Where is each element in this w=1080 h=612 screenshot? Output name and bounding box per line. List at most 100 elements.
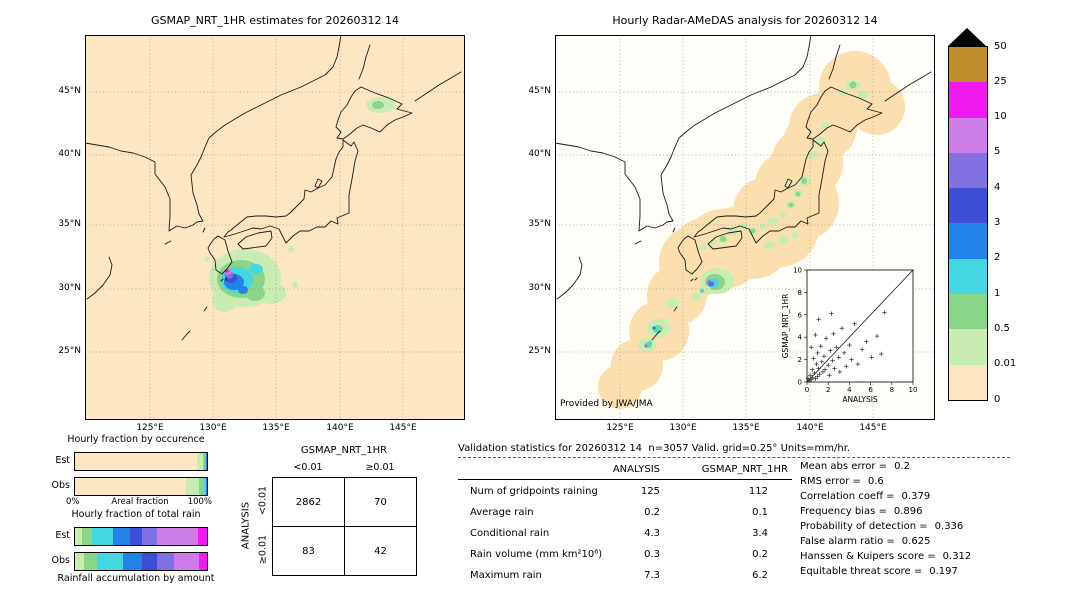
metric-label: Hanssen & Kuipers score =	[800, 551, 936, 562]
bar-row-label: Est	[55, 455, 70, 466]
stat-row-label: Average rain	[470, 507, 534, 518]
metric-row: Hanssen & Kuipers score = 0.312	[800, 551, 971, 562]
stat-value-gsmap: 0.1	[752, 507, 768, 518]
stat-row-label: Num of gridpoints raining	[470, 486, 598, 497]
total-rain-title: Hourly fraction of total rain	[71, 509, 201, 520]
left-map-title: GSMAP_NRT_1HR estimates for 20260312 14	[150, 14, 400, 27]
metric-value: 0.2	[894, 461, 910, 472]
stacked-bar	[74, 552, 208, 571]
colorbar-tick-label: 0	[994, 393, 1001, 405]
bar-segment	[75, 528, 82, 545]
metric-row: Probability of detection = 0.336	[800, 521, 963, 532]
radar-amedas-map: 00 2 2 4 4 6 6 8 8 10 10 ANALYSIS GSMAP_NRT_1HR	[555, 35, 935, 420]
stat-value-analysis: 4.3	[644, 528, 660, 539]
dashed-divider	[458, 457, 1010, 458]
lon-tick-label: 140°E	[326, 423, 354, 433]
stacked-bar	[74, 527, 208, 546]
svg-text:GSMAP_NRT_1HR: GSMAP_NRT_1HR	[781, 294, 790, 359]
bar-segment	[142, 528, 157, 545]
bar-segment	[122, 553, 143, 570]
areal-fraction-100: 100%	[187, 497, 212, 507]
lat-tick-label: 45°N	[58, 86, 81, 96]
svg-text:10: 10	[909, 386, 918, 394]
colorbar-segment	[949, 294, 987, 330]
metric-value: 0.197	[929, 566, 958, 577]
left-map-gridlines	[85, 35, 465, 420]
contingency-cell: 70	[344, 477, 417, 527]
metric-value: 0.625	[901, 536, 931, 547]
metric-value: 0.6	[867, 476, 884, 487]
contingency-col-label-ge: ≥0.01	[365, 462, 395, 473]
colorbar-tick-label: 25	[994, 75, 1007, 87]
svg-text:6: 6	[868, 386, 873, 394]
lon-tick-label: 125°E	[136, 423, 164, 433]
stat-value-gsmap: 3.4	[752, 528, 768, 539]
colorbar-segments	[948, 46, 988, 401]
colorbar-segment	[949, 47, 987, 83]
colorbar-segment	[949, 152, 987, 189]
bar-segment	[113, 528, 131, 545]
contingency-cell: 42	[344, 526, 417, 576]
stacked-bar	[74, 477, 208, 496]
stat-value-analysis: 0.3	[644, 549, 660, 560]
bar-segment	[203, 453, 205, 470]
metric-label: Probability of detection =	[800, 521, 928, 532]
lon-tick-label: 130°E	[669, 423, 697, 433]
metric-row: Equitable threat score = 0.197	[800, 566, 958, 577]
lat-tick-label: 35°N	[528, 219, 551, 229]
metric-row: False alarm ratio = 0.625	[800, 536, 930, 547]
bar-segment	[97, 553, 123, 570]
contingency-row-label-lt: <0.01	[257, 485, 269, 516]
colorbar-tick-label: 3	[994, 217, 1001, 228]
occurrence-title: Hourly fraction by occurence	[67, 434, 205, 445]
contingency-cell: 83	[272, 526, 345, 576]
svg-text:4: 4	[798, 334, 803, 342]
bar-segment	[92, 528, 114, 545]
colorbar-segment	[949, 258, 987, 295]
stat-value-analysis: 7.3	[644, 570, 660, 581]
right-map-precipitation-blobs	[638, 80, 868, 352]
lat-tick-label: 35°N	[58, 219, 81, 229]
bar-row-label: Obs	[51, 555, 70, 566]
bar-segment	[197, 528, 207, 545]
left-map-frame	[85, 35, 465, 420]
svg-text:0: 0	[805, 386, 809, 394]
colorbar-segment	[949, 117, 987, 153]
metric-label: Equitable threat score =	[800, 566, 923, 577]
stat-value-gsmap: 112	[748, 486, 768, 497]
lat-tick-label: 30°N	[528, 283, 551, 293]
colorbar-segment	[949, 82, 987, 118]
credit-text: Provided by JWA/JMA	[560, 399, 653, 409]
lon-tick-label: 145°E	[389, 423, 417, 433]
validation-title: Validation statistics for 20260312 14 n=…	[458, 443, 851, 454]
left-map-precipitation-blobs	[204, 97, 396, 312]
metric-value: 0.379	[901, 491, 931, 502]
bar-row-label: Obs	[51, 480, 70, 491]
bar-segment	[185, 478, 200, 495]
stats-col-analysis: ANALYSIS	[612, 464, 660, 475]
left-map-coastline	[85, 35, 462, 341]
rain-rate-colorbar: 50 25 10 5 4 3 2 1 0.5 0.01 0	[948, 28, 1058, 428]
stacked-bar	[74, 452, 208, 471]
lat-tick-label: 25°N	[528, 346, 551, 356]
metric-label: RMS error =	[800, 476, 861, 487]
right-map-coastline	[555, 35, 932, 341]
metric-label: Frequency bias =	[800, 506, 887, 517]
bar-segment	[173, 553, 200, 570]
bar-segment	[205, 478, 207, 495]
stat-row-label: Rain volume (mm km²10⁶)	[470, 549, 603, 560]
stat-value-gsmap: 0.2	[752, 549, 768, 560]
bar-segment	[203, 478, 206, 495]
colorbar-tick-label: 50	[994, 40, 1007, 52]
colorbar-segment	[949, 223, 987, 259]
lon-tick-label: 145°E	[859, 423, 887, 433]
bar-segment	[130, 528, 143, 545]
svg-text:0: 0	[798, 379, 802, 387]
right-map-title: Hourly Radar-AMeDAS analysis for 2026031…	[612, 14, 878, 27]
stat-row-label: Conditional rain	[470, 528, 550, 539]
lat-tick-label: 45°N	[528, 86, 551, 96]
bar-segment	[205, 453, 207, 470]
bar-segment	[142, 553, 157, 570]
right-map-frame	[555, 35, 935, 420]
